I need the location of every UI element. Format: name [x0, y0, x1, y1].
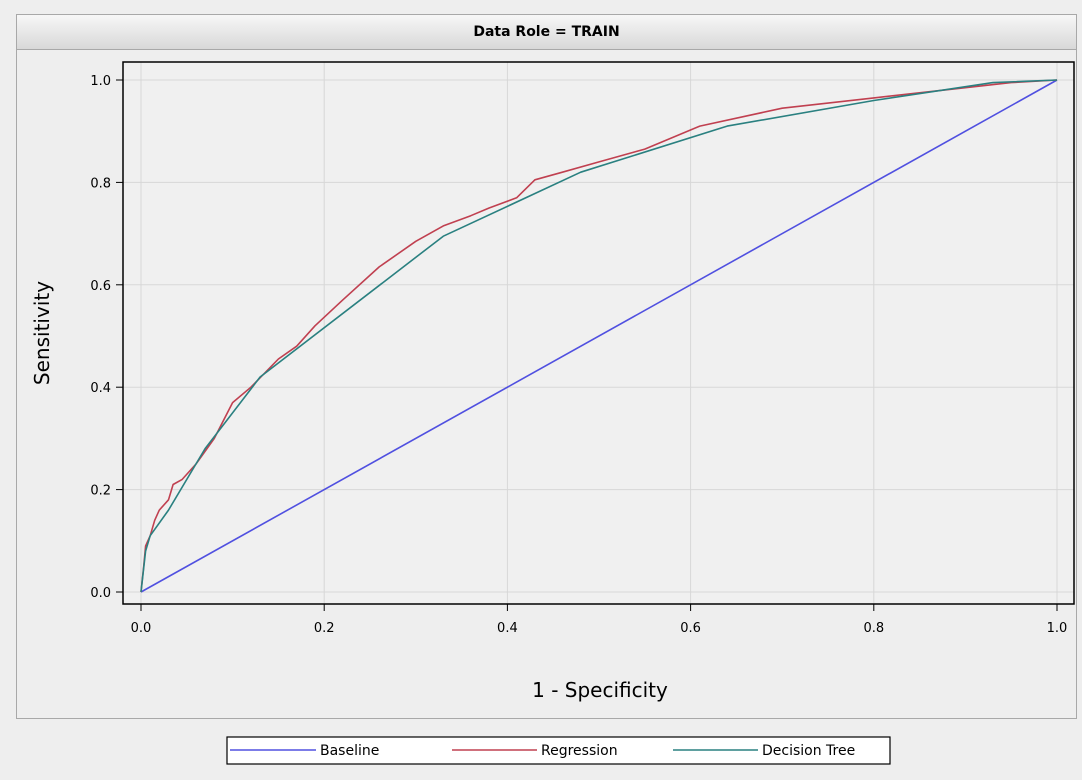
x-tick-label: 0.8 — [863, 621, 884, 636]
x-tick-label: 0.6 — [680, 621, 701, 636]
y-tick-label: 0.0 — [90, 586, 111, 601]
legend-label-decision-tree: Decision Tree — [762, 743, 855, 759]
x-tick-label: 0.0 — [131, 621, 152, 636]
y-tick-label: 0.8 — [90, 176, 111, 191]
legend-label-baseline: Baseline — [320, 743, 379, 759]
series-line-decision-tree — [140, 79, 1058, 593]
x-tick-label: 1.0 — [1047, 621, 1068, 636]
x-tick-label: 0.4 — [497, 621, 518, 636]
legend-entries: Baseline Regression Decision Tree — [230, 743, 855, 759]
series-lines — [140, 79, 1058, 593]
x-tick-label: 0.2 — [314, 621, 335, 636]
chart-title: Data Role = TRAIN — [16, 14, 1077, 50]
series-line-regression — [140, 79, 1058, 593]
axis-ticks: 0.0 0.2 0.4 0.6 0.8 1.0 0.0 0.2 0.4 0.6 0.8 1.0 — [90, 74, 1067, 636]
y-tick-label: 0.4 — [90, 381, 111, 396]
plot-frame — [122, 61, 1075, 605]
legend: Baseline Regression Decision Tree — [226, 736, 891, 765]
series-line-baseline — [140, 79, 1058, 593]
grid-lines — [123, 62, 1074, 604]
y-tick-label: 1.0 — [90, 74, 111, 89]
y-tick-label: 0.6 — [90, 279, 111, 294]
y-axis-label: Sensitivity — [30, 281, 54, 385]
legend-label-regression: Regression — [541, 743, 618, 759]
legend-box — [226, 736, 891, 765]
y-tick-label: 0.2 — [90, 484, 111, 499]
x-axis-label: 1 - Specificity — [532, 678, 668, 702]
